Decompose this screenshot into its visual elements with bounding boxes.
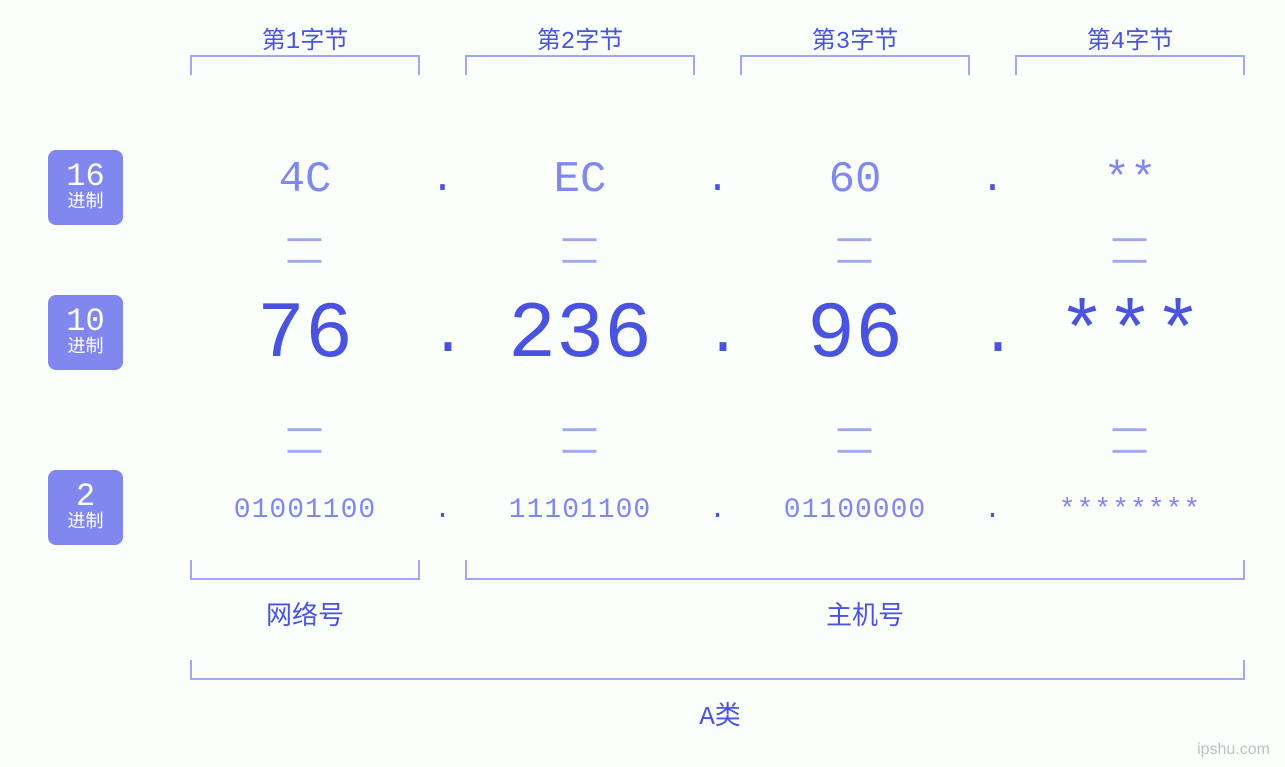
bin-badge-number: 2 (76, 481, 95, 513)
hex-badge-number: 16 (66, 161, 104, 193)
bin-byte-2: 11101100 (455, 495, 705, 526)
dec-badge-number: 10 (66, 306, 104, 338)
class-label: A类 (680, 695, 760, 732)
dec-dot-3: . (980, 302, 1005, 370)
bin-row: 01001100 . 11101100 . 01100000 . *******… (180, 495, 1260, 526)
hex-badge: 16 进制 (48, 150, 123, 225)
hex-byte-1: 4C (180, 155, 430, 205)
host-label: 主机号 (815, 595, 915, 632)
equals-dec-bin-2: || (455, 420, 705, 461)
ip-diagram: 第1字节 第2字节 第3字节 第4字节 16 进制 10 进制 2 进制 4C … (0, 0, 1285, 767)
bin-dot-1: . (430, 495, 455, 526)
class-bracket (190, 660, 1245, 680)
equals-hex-dec-4: || (1005, 230, 1255, 271)
dec-byte-4: *** (1005, 290, 1255, 381)
equals-dec-bin-4: || (1005, 420, 1255, 461)
top-bracket-3 (740, 55, 970, 75)
hex-row: 4C . EC . 60 . ** (180, 155, 1260, 205)
hex-byte-4: ** (1005, 155, 1255, 205)
dec-row: 76 . 236 . 96 . *** (180, 290, 1260, 381)
host-bracket (465, 560, 1245, 580)
equals-hex-dec-1: || (180, 230, 430, 271)
top-bracket-2 (465, 55, 695, 75)
top-bracket-4 (1015, 55, 1245, 75)
dec-byte-3: 96 (730, 290, 980, 381)
hex-dot-3: . (980, 158, 1005, 203)
dec-dot-1: . (430, 302, 455, 370)
hex-byte-2: EC (455, 155, 705, 205)
dec-byte-1: 76 (180, 290, 430, 381)
equals-dec-bin-3: || (730, 420, 980, 461)
hex-badge-text: 进制 (68, 193, 104, 215)
bin-byte-3: 01100000 (730, 495, 980, 526)
top-bracket-1 (190, 55, 420, 75)
bin-badge-text: 进制 (68, 513, 104, 535)
byte-label-4: 第4字节 (1010, 20, 1250, 56)
dec-badge: 10 进制 (48, 295, 123, 370)
byte-label-2: 第2字节 (460, 20, 700, 56)
hex-dot-2: . (705, 158, 730, 203)
byte-label-1: 第1字节 (185, 20, 425, 56)
bin-dot-2: . (705, 495, 730, 526)
hex-byte-3: 60 (730, 155, 980, 205)
bin-byte-1: 01001100 (180, 495, 430, 526)
equals-hex-dec-2: || (455, 230, 705, 271)
dec-byte-2: 236 (455, 290, 705, 381)
dec-dot-2: . (705, 302, 730, 370)
network-label: 网络号 (245, 595, 365, 632)
watermark: ipshu.com (1197, 741, 1270, 759)
byte-label-3: 第3字节 (735, 20, 975, 56)
network-bracket (190, 560, 420, 580)
bin-dot-3: . (980, 495, 1005, 526)
bin-byte-4: ******** (1005, 495, 1255, 526)
dec-badge-text: 进制 (68, 338, 104, 360)
equals-hex-dec-3: || (730, 230, 980, 271)
hex-dot-1: . (430, 158, 455, 203)
equals-dec-bin-1: || (180, 420, 430, 461)
bin-badge: 2 进制 (48, 470, 123, 545)
